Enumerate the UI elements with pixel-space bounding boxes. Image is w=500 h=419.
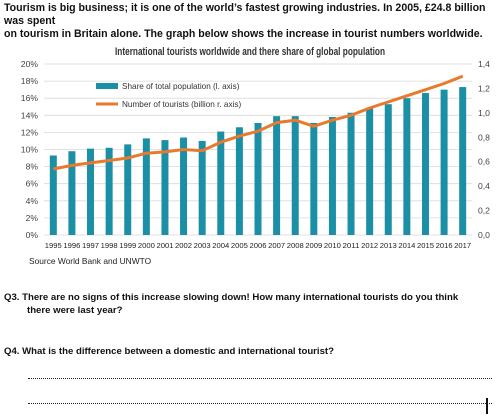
legend-bar-swatch bbox=[96, 83, 118, 89]
right-tick-label: 1,0 bbox=[478, 108, 490, 118]
x-tick-label: 2006 bbox=[250, 241, 267, 250]
x-tick-label: 2004 bbox=[212, 241, 229, 250]
bar bbox=[459, 87, 467, 236]
x-tick-label: 1999 bbox=[119, 241, 136, 250]
left-axis-labels: 20% 18% 16% 14% 12% 10% 8% 6% 4% 2% 0% bbox=[21, 59, 39, 240]
x-tick-label: 1996 bbox=[63, 241, 80, 250]
x-tick-label: 2007 bbox=[268, 241, 285, 250]
x-tick-label: 2003 bbox=[194, 241, 211, 250]
left-tick-label: 18% bbox=[21, 76, 39, 86]
bar bbox=[254, 122, 262, 235]
chart-source: Source World Bank and UNWTO bbox=[29, 256, 152, 266]
right-axis-labels: 1,4 1,2 1,0 0,8 0,6 0,4 0,2 0,0 bbox=[478, 59, 490, 240]
bar bbox=[440, 89, 448, 236]
left-tick-label: 10% bbox=[21, 145, 39, 155]
x-tick-label: 2001 bbox=[156, 241, 173, 250]
bar bbox=[198, 140, 206, 235]
right-tick-label: 1,2 bbox=[478, 83, 490, 93]
x-tick-label: 2002 bbox=[175, 241, 192, 250]
x-tick-label: 2016 bbox=[436, 241, 453, 250]
bar bbox=[366, 108, 374, 235]
x-tick-label: 2000 bbox=[138, 241, 155, 250]
x-tick-label: 1998 bbox=[101, 241, 118, 250]
x-tick-label: 2014 bbox=[398, 241, 415, 250]
x-tick-label: 2012 bbox=[361, 241, 378, 250]
x-tick-label: 2010 bbox=[324, 241, 341, 250]
question-3-line-2: there were last year? bbox=[27, 304, 123, 316]
right-tick-label: 0,8 bbox=[478, 132, 490, 142]
right-tick-label: 0,6 bbox=[478, 157, 490, 167]
bar bbox=[161, 140, 169, 235]
bar bbox=[403, 98, 411, 235]
intro-line-1: Tourism is big business; it is one of th… bbox=[4, 2, 486, 27]
bar bbox=[68, 151, 76, 235]
left-tick-label: 8% bbox=[26, 162, 39, 172]
x-axis-labels: 1995 1996 1997 1998 1999 2000 2001 2002 2003 2004… bbox=[45, 241, 471, 250]
answer-line-2[interactable] bbox=[28, 403, 492, 404]
bar bbox=[217, 131, 225, 235]
chart-svg: International tourists worldwide and the… bbox=[21, 46, 490, 266]
tourists-line bbox=[53, 74, 464, 171]
intro-paragraph: Tourism is big business; it is one of th… bbox=[4, 2, 496, 41]
right-tick-label: 0,0 bbox=[478, 230, 490, 240]
bar bbox=[384, 104, 392, 235]
x-tick-label: 1995 bbox=[45, 241, 62, 250]
x-tick-label: 2008 bbox=[287, 241, 304, 250]
question-4-text: Q4. What is the difference between a dom… bbox=[4, 346, 334, 357]
chart-title: International tourists worldwide and the… bbox=[115, 46, 385, 58]
bar bbox=[310, 122, 318, 235]
right-tick-label: 0,4 bbox=[478, 181, 490, 191]
right-tick-label: 1,4 bbox=[478, 59, 490, 69]
left-tick-label: 2% bbox=[26, 213, 39, 223]
bar bbox=[328, 117, 336, 235]
left-tick-label: 14% bbox=[21, 110, 39, 120]
bar bbox=[235, 127, 243, 235]
legend-bar-label: Share of total population (l. axis) bbox=[122, 82, 240, 91]
left-tick-label: 16% bbox=[21, 93, 39, 103]
x-tick-label: 2015 bbox=[417, 241, 434, 250]
tourism-chart: International tourists worldwide and the… bbox=[0, 42, 500, 272]
text-cursor bbox=[486, 398, 488, 414]
left-tick-label: 4% bbox=[26, 196, 39, 206]
answer-line-1[interactable] bbox=[28, 378, 492, 379]
bar bbox=[273, 116, 281, 235]
bar bbox=[49, 155, 57, 235]
left-tick-label: 12% bbox=[21, 127, 39, 137]
bar-series bbox=[49, 87, 467, 236]
question-3: Q3. There are no signs of this increase … bbox=[4, 292, 496, 317]
right-tick-label: 0,2 bbox=[478, 206, 490, 216]
legend-line-label: Number of tourists (billion r. axis) bbox=[122, 100, 241, 109]
x-tick-label: 2017 bbox=[454, 241, 471, 250]
x-tick-label: 2005 bbox=[231, 241, 248, 250]
chart-legend: Share of total population (l. axis) Numbe… bbox=[96, 82, 241, 109]
bar bbox=[291, 116, 299, 235]
bar bbox=[421, 93, 429, 235]
left-tick-label: 20% bbox=[21, 59, 39, 69]
question-4: Q4. What is the difference between a dom… bbox=[4, 346, 496, 359]
question-3-line-1: Q3. There are no signs of this increase … bbox=[4, 292, 459, 303]
bar bbox=[87, 148, 95, 235]
x-tick-label: 2011 bbox=[343, 241, 360, 250]
x-tick-label: 2013 bbox=[380, 241, 397, 250]
bar bbox=[180, 137, 188, 235]
x-tick-label: 2009 bbox=[305, 241, 322, 250]
x-tick-label: 1997 bbox=[82, 241, 99, 250]
bar bbox=[105, 147, 113, 235]
bar bbox=[347, 112, 355, 235]
bar bbox=[142, 138, 150, 235]
left-tick-label: 6% bbox=[26, 179, 39, 189]
bar bbox=[124, 144, 132, 235]
intro-line-2: on tourism in Britain alone. The graph b… bbox=[4, 28, 483, 40]
left-tick-label: 0% bbox=[26, 230, 39, 240]
